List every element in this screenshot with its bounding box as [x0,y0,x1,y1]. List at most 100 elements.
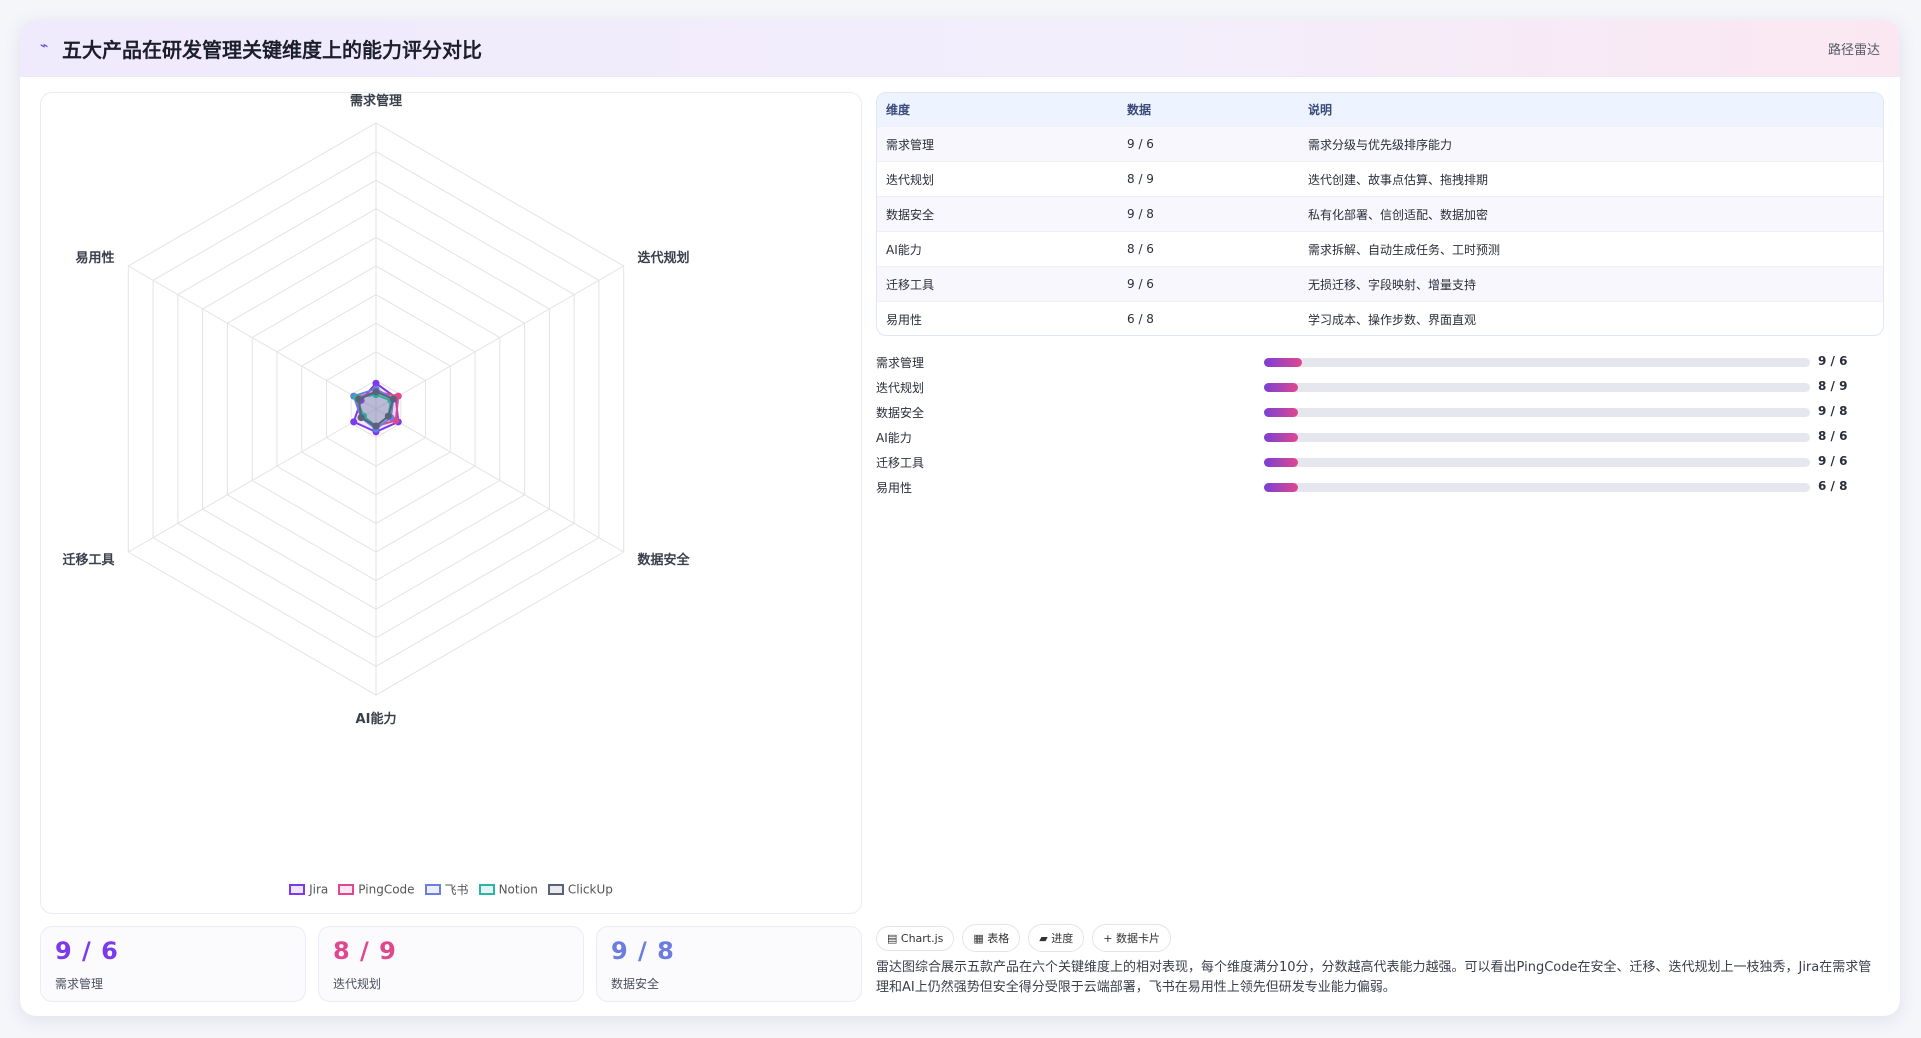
tech-chip: ▤ Chart.js [876,926,954,951]
legend-label: PingCode [358,883,414,897]
progress-row: 数据安全 9 / 8 [876,400,1876,425]
progress-value: 9 / 6 [1818,354,1847,368]
table-cell: 迭代创建、故事点估算、拖拽排期 [1299,162,1883,197]
legend-label: 飞书 [445,883,469,897]
table-cell: 迁移工具 [877,267,1118,302]
progress-fill [1264,458,1298,467]
radar-point [373,388,380,395]
kpi-card-security: 9 / 8 数据安全 [596,926,862,1002]
table-row: AI能力 8 / 6 需求拆解、自动生成任务、工时预测 [877,232,1883,267]
kpi-value: 9 / 6 [55,937,119,965]
legend-label: Notion [499,883,538,897]
progress-label: 迁移工具 [876,454,924,471]
legend-item[interactable]: ClickUp [548,882,613,897]
legend-item[interactable]: PingCode [338,882,414,897]
table-cell: 迭代规划 [877,162,1118,197]
kpi-label: 迭代规划 [333,975,381,992]
tech-chip: ▰ 进度 [1028,924,1084,952]
table-cell: 6 / 8 [1118,302,1299,337]
table-cell: 需求管理 [877,127,1118,162]
progress-row: 迁移工具 9 / 6 [876,450,1876,475]
radar-point [358,414,365,421]
table-row: 迭代规划 8 / 9 迭代创建、故事点估算、拖拽排期 [877,162,1883,197]
table-header-cell: 说明 [1299,93,1883,127]
progress-value: 9 / 6 [1818,454,1847,468]
radar-axis-label: 迭代规划 [638,250,690,266]
table-cell: 8 / 9 [1118,162,1299,197]
legend-swatch [479,884,495,895]
progress-track [1264,483,1810,492]
progress-row: 迭代规划 8 / 9 [876,375,1876,400]
table-cell: 9 / 8 [1118,197,1299,232]
progress-value: 8 / 9 [1818,379,1847,393]
legend-swatch [425,884,441,895]
radar-point [390,395,397,402]
tech-chips: ▤ Chart.js ▦ 表格 ▰ 进度 + 数据卡片 [876,924,1179,952]
legend-label: Jira [309,883,328,897]
table-cell: 学习成本、操作步数、界面直观 [1299,302,1883,337]
legend-item[interactable]: 飞书 [425,881,469,898]
progress-value: 9 / 8 [1818,404,1847,418]
table-cell: 无损迁移、字段映射、增量支持 [1299,267,1883,302]
progress-track [1264,358,1810,367]
table-cell: 需求分级与优先级排序能力 [1299,127,1883,162]
progress-track [1264,383,1810,392]
progress-track [1264,408,1810,417]
table-cell: 易用性 [877,302,1118,337]
progress-label: 迭代规划 [876,379,924,396]
table-cell: 数据安全 [877,197,1118,232]
tech-chip: + 数据卡片 [1092,924,1171,952]
radar-axis-label: 迁移工具 [62,552,114,568]
kpi-label: 需求管理 [55,975,103,992]
tech-chip: ▦ 表格 [962,924,1020,952]
progress-value: 6 / 8 [1818,479,1847,493]
table-cell: 9 / 6 [1118,127,1299,162]
kpi-card-iteration: 8 / 9 迭代规划 [318,926,584,1002]
route-icon: ⌁ [40,38,48,54]
legend-swatch [289,884,305,895]
progress-track [1264,433,1810,442]
radar-point [373,423,380,430]
progress-row: 易用性 6 / 8 [876,475,1876,500]
legend-item[interactable]: Jira [289,882,328,897]
legend-swatch [548,884,564,895]
progress-fill [1264,358,1302,367]
legend-label: ClickUp [568,883,613,897]
radar-axis-label: 易用性 [75,250,114,266]
radar-chart-panel: 需求管理迭代规划数据安全 AI能力 迁移工具 易用性 Jira PingCode 飞书 No… [40,92,862,914]
table-cell: 9 / 6 [1118,267,1299,302]
radar-point [385,413,392,420]
table-row: 易用性 6 / 8 学习成本、操作步数、界面直观 [877,302,1883,337]
kpi-card-demand: 9 / 6 需求管理 [40,926,306,1002]
progress-label: AI能力 [876,429,912,446]
radar-axis-label: AI能力 [356,711,397,727]
radar-point [350,418,357,425]
card-header: ⌁ 五大产品在研发管理关键维度上的能力评分对比 路径雷达 [20,20,1900,77]
progress-row: AI能力 8 / 6 [876,425,1876,450]
progress-fill [1264,383,1298,392]
chart-description: 雷达图综合展示五款产品在六个关键维度上的相对表现，每个维度满分10分，分数越高代… [876,958,1882,998]
progress-track [1264,458,1810,467]
table-row: 需求管理 9 / 6 需求分级与优先级排序能力 [877,127,1883,162]
progress-fill [1264,483,1298,492]
table-header-cell: 维度 [877,93,1118,127]
chart-legend: Jira PingCode 飞书 Notion ClickUp [41,881,861,898]
chart-type-tag: 路径雷达 [1828,39,1880,58]
report-card: ⌁ 五大产品在研发管理关键维度上的能力评分对比 路径雷达 需求管理 迭代规划 数据安… [20,20,1900,1016]
legend-item[interactable]: Notion [479,882,538,897]
progress-label: 需求管理 [876,354,924,371]
table-cell: 需求拆解、自动生成任务、工时预测 [1299,232,1883,267]
progress-value: 8 / 6 [1818,429,1847,443]
legend-swatch [338,884,354,895]
radar-axis-label: 需求管理 [350,93,402,109]
progress-fill [1264,433,1298,442]
progress-bars: 需求管理 9 / 6 迭代规划 8 / 9 数据安全 9 / 8 AI能力 8 / 6 迁移工具… [876,350,1876,500]
page-title: 五大产品在研发管理关键维度上的能力评分对比 [62,34,482,63]
radar-point [355,395,362,402]
progress-label: 易用性 [876,479,912,496]
table-row: 数据安全 9 / 8 私有化部署、信创适配、数据加密 [877,197,1883,232]
kpi-label: 数据安全 [611,975,659,992]
radar-axis-label: 数据安全 [638,552,691,568]
